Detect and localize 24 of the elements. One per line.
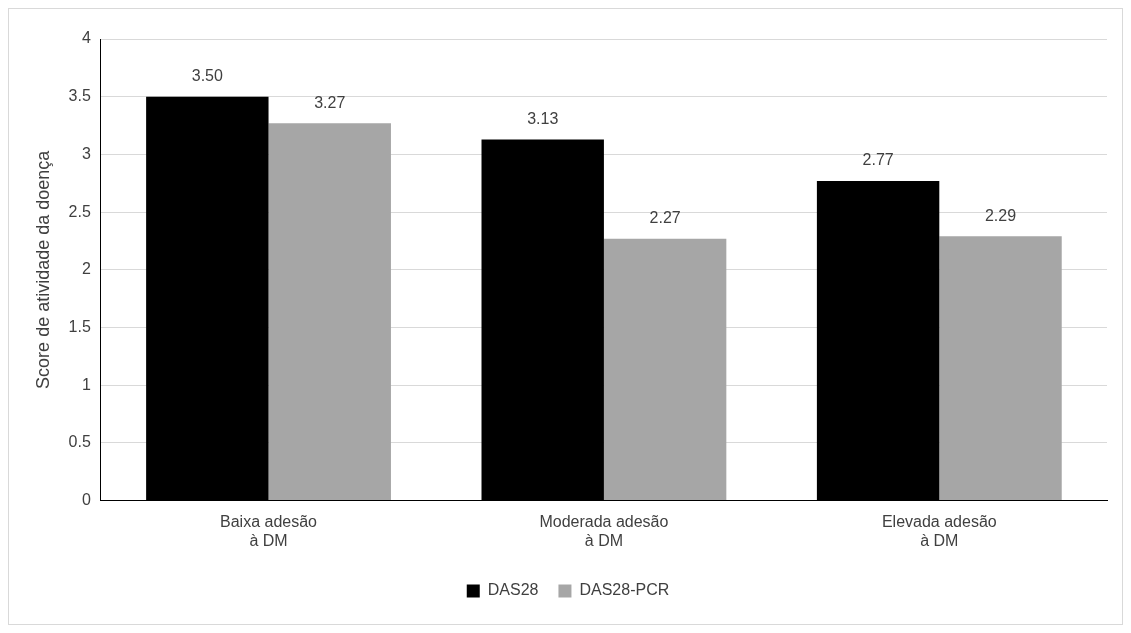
data-label: 3.50 (191, 67, 223, 85)
x-tick-label: Baixa adesão à DM (220, 512, 318, 549)
y-tick-label: 1 (81, 375, 91, 393)
y-tick-label: 0 (81, 491, 91, 509)
y-tick-label: 0.5 (68, 433, 91, 451)
data-label: 2.77 (862, 151, 894, 169)
data-label: 3.13 (527, 109, 559, 127)
data-label: 3.27 (314, 93, 346, 111)
legend-label: DAS28-PCR (579, 581, 670, 599)
x-tick-label: Elevada adesão à DM (881, 512, 997, 549)
y-tick-label: 4 (81, 29, 91, 47)
x-tick-label: Moderada adesão à DM (539, 512, 669, 549)
data-label: 2.27 (649, 209, 681, 227)
bar (603, 238, 727, 501)
y-tick-label: 3 (81, 144, 91, 162)
legend-label: DAS28 (487, 581, 539, 599)
y-tick-label: 2.5 (68, 202, 91, 220)
y-tick-label: 3.5 (68, 87, 91, 105)
y-tick-label: 1.5 (68, 317, 91, 335)
bar (939, 236, 1062, 501)
data-label: 2.29 (984, 206, 1017, 224)
y-tick-label: 2 (81, 260, 91, 278)
y-axis-title: Score de atividade da doença (32, 149, 53, 389)
bar (268, 123, 391, 501)
